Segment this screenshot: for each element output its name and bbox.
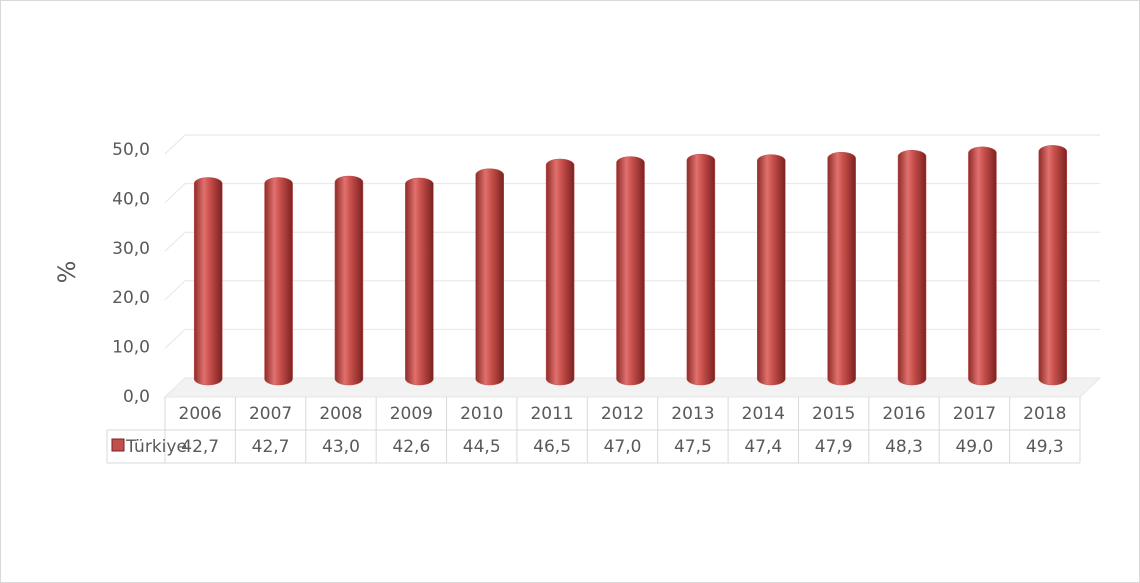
value-label: 47,5 — [674, 437, 712, 457]
y-tick-label: 50,0 — [112, 140, 150, 160]
x-tick-label: 2011 — [530, 404, 573, 424]
x-tick-label: 2014 — [742, 404, 785, 424]
x-tick-label: 2013 — [671, 404, 714, 424]
bar — [616, 156, 645, 386]
bar — [193, 177, 223, 386]
legend-label: Türkiye — [125, 437, 187, 457]
bar — [405, 177, 434, 386]
y-tick-label: 20,0 — [112, 288, 150, 308]
value-label: 47,4 — [744, 437, 782, 457]
value-label: 44,5 — [463, 437, 501, 457]
legend-swatch — [111, 438, 125, 452]
bar — [1038, 145, 1068, 386]
y-tick-label: 10,0 — [112, 338, 150, 358]
bar — [686, 153, 716, 386]
bar — [897, 150, 927, 386]
value-label: 48,3 — [885, 437, 923, 457]
x-tick-label: 2009 — [390, 404, 433, 424]
bar — [545, 158, 575, 386]
y-tick-label: 40,0 — [112, 189, 150, 209]
value-label: 47,9 — [815, 437, 853, 457]
grid-line — [164, 183, 186, 203]
value-label: 49,0 — [955, 437, 993, 457]
bar — [968, 146, 997, 386]
value-label: 43,0 — [322, 437, 360, 457]
value-label: 47,0 — [604, 437, 642, 457]
bar — [757, 154, 786, 386]
value-label: 49,3 — [1026, 437, 1064, 457]
x-tick-label: 2012 — [601, 404, 644, 424]
x-tick-label: 2008 — [319, 404, 362, 424]
grid-line — [164, 329, 186, 349]
value-label: 46,5 — [533, 437, 571, 457]
grid-line — [164, 280, 186, 301]
x-tick-label: 2015 — [812, 404, 855, 424]
bar — [827, 151, 856, 386]
value-label: 42,6 — [392, 437, 430, 457]
x-tick-label: 2007 — [249, 404, 292, 424]
grid-line — [164, 231, 186, 252]
x-tick-label: 2016 — [882, 404, 925, 424]
x-tick-label: 2006 — [179, 404, 222, 424]
value-label: 42,7 — [181, 437, 219, 457]
bar — [334, 175, 364, 386]
y-tick-label: 0,0 — [123, 387, 150, 407]
floor — [163, 377, 1102, 398]
y-axis-label: % — [53, 261, 81, 284]
value-label: 42,7 — [252, 437, 290, 457]
grid-line — [164, 134, 186, 155]
x-tick-label: 2018 — [1023, 404, 1066, 424]
x-tick-label: 2017 — [953, 404, 996, 424]
bar — [475, 168, 504, 386]
x-tick-label: 2010 — [460, 404, 503, 424]
bar — [264, 177, 293, 386]
y-tick-label: 30,0 — [112, 239, 150, 259]
